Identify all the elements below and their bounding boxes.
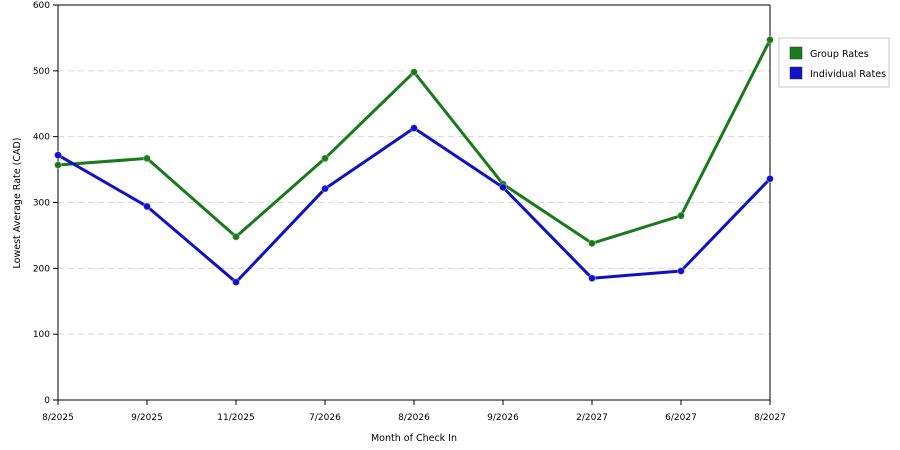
data-point-group-rates	[143, 154, 151, 163]
y-tick-label: 400	[33, 133, 50, 143]
y-tick-label: 200	[33, 264, 50, 274]
x-tick-label: 9/2026	[487, 413, 519, 423]
grid-layer	[58, 70, 770, 335]
legend-label-group-rates: Group Rates	[810, 49, 869, 60]
x-tick-label: 6/2027	[665, 413, 697, 423]
data-point-group-rates	[410, 68, 418, 77]
series-line-individual-rates	[57, 126, 772, 284]
x-axis-title: Month of Check In	[371, 433, 457, 444]
data-point-group-rates	[321, 154, 329, 163]
y-axis-title: Lowest Average Rate (CAD)	[12, 138, 23, 269]
data-point-group-rates	[588, 239, 596, 248]
data-point-group-rates	[232, 232, 240, 241]
data-point-individual-rates	[766, 174, 774, 183]
y-tick-label: 300	[33, 199, 50, 209]
data-point-individual-rates	[588, 274, 596, 283]
data-point-individual-rates	[499, 183, 507, 192]
x-tick-label: 8/2027	[754, 413, 786, 423]
x-tick-label: 7/2026	[309, 413, 341, 423]
data-point-group-rates	[677, 211, 685, 220]
x-tick-label: 11/2025	[217, 413, 254, 423]
x-tick-label: 8/2026	[398, 413, 430, 423]
axes-layer: 0 100 200 300 400 500 600 8/2025 9/2025 11/2025 7/…	[33, 1, 786, 423]
y-tick-label: 500	[33, 67, 50, 77]
legend-label-individual-rates: Individual Rates	[810, 69, 886, 80]
y-tick-label: 600	[33, 1, 50, 11]
data-point-individual-rates	[54, 151, 62, 160]
legend-swatch-group-rates	[789, 46, 803, 60]
data-point-group-rates	[766, 35, 774, 44]
data-point-group-rates	[54, 160, 62, 169]
x-tick-label: 8/2025	[42, 413, 74, 423]
x-tick-label: 2/2027	[576, 413, 608, 423]
legend: Group Rates Individual Rates	[778, 37, 890, 88]
y-tick-label: 0	[44, 396, 50, 406]
data-point-individual-rates	[143, 202, 151, 211]
series-layer	[54, 35, 774, 287]
data-point-individual-rates	[410, 124, 418, 133]
data-point-individual-rates	[232, 278, 240, 287]
data-point-individual-rates	[321, 184, 329, 193]
legend-swatch-individual-rates	[789, 66, 803, 80]
data-point-individual-rates	[677, 266, 685, 275]
y-tick-label: 100	[33, 330, 50, 340]
x-tick-label: 9/2025	[131, 413, 163, 423]
